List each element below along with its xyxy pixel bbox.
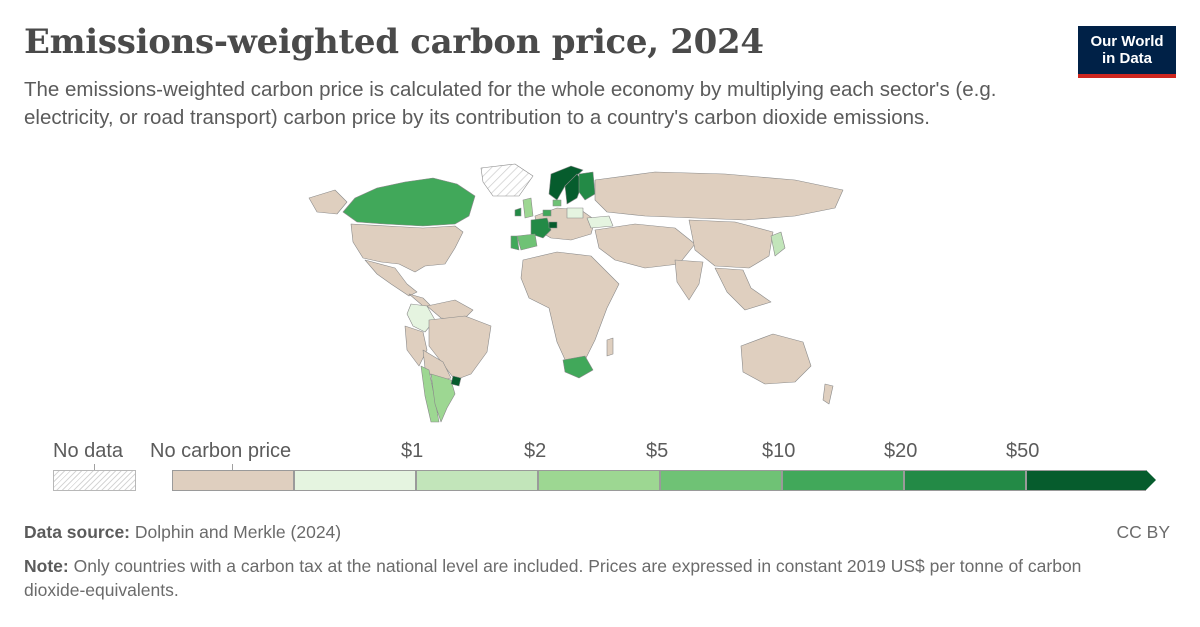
data-source-label: Data source: — [24, 522, 131, 542]
country-south-africa[interactable] — [562, 355, 594, 379]
legend-bin-20-50[interactable] — [904, 470, 1026, 491]
legend-tick-label: $10 — [762, 440, 796, 462]
chart-subtitle: The emissions-weighted carbon price is c… — [24, 78, 997, 129]
legend-tick-label: $50 — [1006, 440, 1040, 462]
country-spain[interactable] — [516, 233, 538, 251]
country-argentina[interactable] — [430, 373, 456, 423]
country-finland[interactable] — [578, 171, 596, 201]
country-poland[interactable] — [566, 207, 584, 219]
data-source: Data source: Dolphin and Merkle (2024) — [24, 522, 341, 543]
owid-logo[interactable]: Our World in Data — [1078, 26, 1176, 78]
country-ukraine[interactable] — [586, 215, 614, 229]
license-link[interactable]: CC BY — [1116, 522, 1170, 542]
chart-title: Emissions-weighted carbon price, 2024 — [24, 22, 764, 62]
legend-tick-label: $1 — [401, 440, 424, 462]
country-portugal[interactable] — [510, 235, 520, 251]
country-france[interactable] — [530, 217, 552, 239]
legend-tick-mark — [232, 464, 233, 472]
country-southeast-asia[interactable] — [714, 267, 772, 311]
country-uruguay[interactable] — [450, 375, 462, 387]
country-greenland[interactable] — [480, 163, 534, 197]
country-russia[interactable] — [594, 171, 844, 221]
country-united-kingdom[interactable] — [522, 197, 534, 219]
country-madagascar[interactable] — [606, 337, 614, 357]
country-mexico[interactable] — [364, 259, 418, 297]
country-venezuela-etc[interactable] — [426, 299, 474, 321]
country-colombia[interactable] — [406, 303, 436, 333]
legend-no-data-swatch[interactable] — [53, 470, 136, 491]
country-china-mongolia[interactable] — [688, 219, 774, 269]
country-chile[interactable] — [420, 365, 440, 423]
country-india[interactable] — [674, 259, 704, 301]
logo-line-1: Our World — [1090, 33, 1164, 50]
chart-note: Note: Only countries with a carbon tax a… — [24, 554, 1144, 602]
legend-bin-1-2[interactable] — [416, 470, 538, 491]
note-label: Note: — [24, 556, 69, 576]
color-legend: No data No carbon price $1 $2 $5 $10 $20… — [0, 430, 1200, 500]
country-japan[interactable] — [770, 231, 786, 257]
country-africa[interactable] — [520, 251, 620, 365]
country-australia[interactable] — [740, 333, 812, 385]
country-united-states[interactable] — [350, 223, 464, 273]
logo-line-2: in Data — [1101, 50, 1152, 67]
country-denmark[interactable] — [552, 199, 562, 207]
legend-bin-0-1[interactable] — [294, 470, 416, 491]
legend-bin-5-10[interactable] — [660, 470, 782, 491]
legend-bin-10-20[interactable] — [782, 470, 904, 491]
legend-tick-mark — [94, 464, 95, 472]
country-peru-ecuador[interactable] — [404, 325, 428, 367]
legend-no-carbon-price-swatch[interactable] — [172, 470, 294, 491]
country-netherlands[interactable] — [542, 209, 552, 217]
legend-bin-50-plus[interactable] — [1026, 470, 1146, 491]
note-text: Only countries with a carbon tax at the … — [24, 556, 1082, 600]
country-canada[interactable] — [342, 177, 476, 227]
country-ireland[interactable] — [514, 207, 522, 217]
legend-arrow-icon — [1146, 470, 1156, 490]
legend-tick-label: $20 — [884, 440, 918, 462]
country-alaska[interactable] — [308, 189, 348, 215]
legend-no-carbon-price-label: No carbon price — [150, 440, 292, 462]
country-new-zealand[interactable] — [822, 383, 834, 405]
legend-tick-label: $2 — [524, 440, 547, 462]
world-map[interactable] — [295, 160, 875, 435]
country-brazil[interactable] — [428, 315, 492, 381]
legend-bin-2-5[interactable] — [538, 470, 660, 491]
data-source-link[interactable]: Dolphin and Merkle (2024) — [134, 522, 342, 542]
legend-tick-label: $5 — [646, 440, 669, 462]
country-switzerland[interactable] — [548, 221, 558, 229]
legend-no-data-label: No data — [53, 440, 124, 462]
